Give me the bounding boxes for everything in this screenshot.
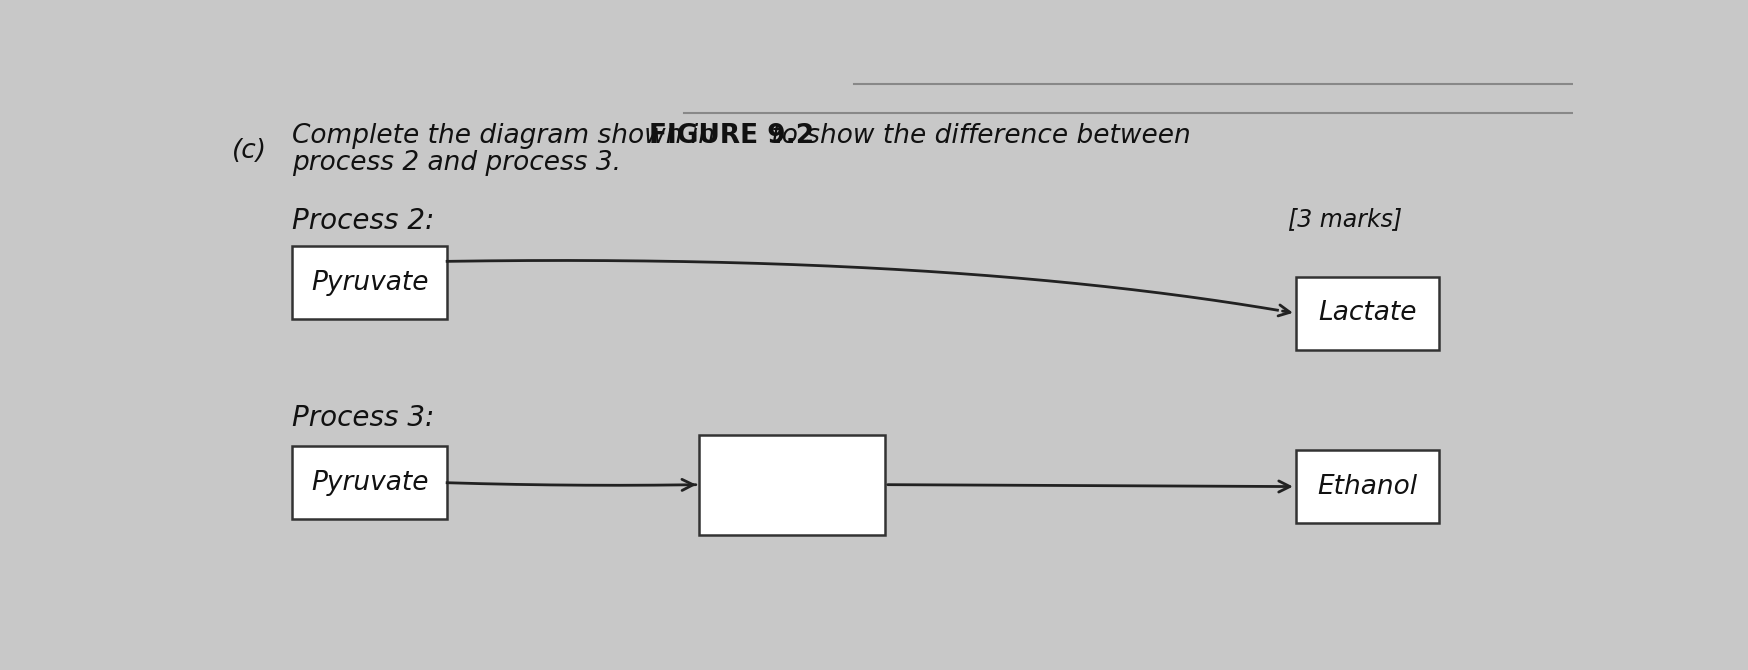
FancyBboxPatch shape [1295,277,1439,350]
Text: Complete the diagram shown in: Complete the diagram shown in [292,123,724,149]
FancyBboxPatch shape [1295,450,1439,523]
Text: Lactate: Lactate [1318,300,1416,326]
FancyBboxPatch shape [292,246,447,319]
Text: Process 2:: Process 2: [292,208,435,235]
FancyBboxPatch shape [699,435,884,535]
Text: Pyruvate: Pyruvate [311,470,428,496]
Text: to show the difference between: to show the difference between [764,123,1190,149]
Text: Ethanol: Ethanol [1318,474,1418,500]
Text: [3 marks]: [3 marks] [1288,208,1402,231]
Text: Pyruvate: Pyruvate [311,269,428,295]
FancyBboxPatch shape [292,446,447,519]
Text: Process 3:: Process 3: [292,404,435,431]
Text: FIGURE 9.2: FIGURE 9.2 [649,123,815,149]
Text: (c): (c) [232,138,267,164]
Text: process 2 and process 3.: process 2 and process 3. [292,149,621,176]
